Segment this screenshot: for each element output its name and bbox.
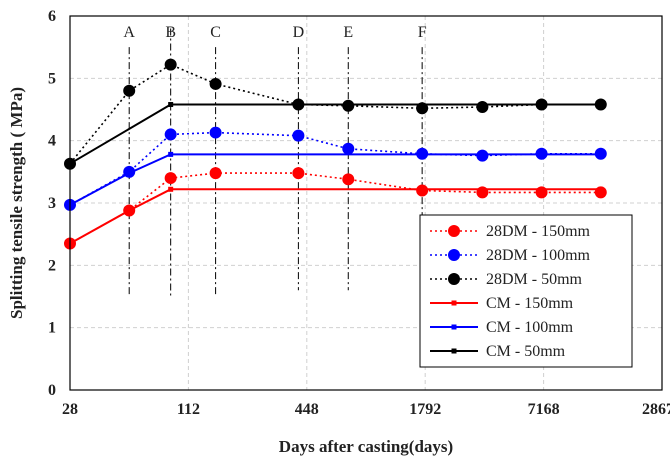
legend-marker (451, 300, 457, 306)
series (64, 167, 607, 250)
annotation-label: B (165, 24, 176, 41)
y-tick-label: 3 (48, 195, 56, 212)
legend-marker (448, 273, 460, 285)
data-point (168, 186, 174, 192)
data-point (209, 167, 222, 180)
series (64, 58, 607, 170)
y-tick-label: 4 (48, 133, 56, 150)
legend-label: CM - 100mm (486, 319, 574, 336)
x-tick-label: 28672 (642, 401, 670, 418)
x-axis-label: Days after casting(days) (279, 437, 453, 456)
plot-area-frame (69, 15, 663, 391)
data-point (416, 184, 429, 197)
data-point (292, 98, 305, 111)
annotation-label: C (210, 24, 221, 41)
x-tick-label: 112 (177, 401, 200, 418)
data-point (164, 172, 177, 185)
data-point (535, 98, 548, 111)
data-point (123, 204, 136, 217)
data-point (342, 142, 355, 155)
x-tick-label: 448 (295, 401, 319, 418)
data-point (535, 186, 548, 199)
data-point (164, 128, 177, 141)
legend-label: 28DM - 50mm (486, 271, 583, 288)
data-point (476, 149, 489, 162)
data-point (594, 186, 607, 199)
series (67, 102, 604, 167)
series-line (69, 188, 601, 245)
legend-label: 28DM - 100mm (486, 247, 591, 264)
data-point (168, 102, 174, 108)
data-point (123, 165, 136, 178)
data-point (416, 147, 429, 160)
data-point (168, 151, 174, 157)
series-line (69, 153, 601, 206)
annotation-label: E (343, 24, 353, 41)
annotation-label: A (123, 24, 135, 41)
legend-marker (451, 324, 457, 330)
data-point (123, 84, 136, 97)
series (64, 126, 607, 211)
legend-marker (451, 348, 457, 354)
legend-box (419, 214, 633, 368)
data-point (292, 167, 305, 180)
data-point (476, 186, 489, 199)
data-point (209, 77, 222, 90)
data-point (594, 98, 607, 111)
data-point (416, 102, 429, 115)
tick-labels: 0 1 2 3 4 5 6 28 112 448 1792 7168 28672 (48, 8, 670, 418)
y-tick-label: 6 (48, 8, 56, 25)
data-point (342, 99, 355, 112)
y-tick-label: 1 (48, 320, 56, 337)
data-point (209, 126, 222, 139)
annotation-label: D (293, 24, 305, 41)
series-layer (64, 58, 607, 250)
series-line (69, 131, 601, 206)
data-point (292, 129, 305, 142)
legend: 28DM - 150mm 28DM - 100mm 28DM - 50mm CM - … (419, 214, 633, 368)
x-tick-label: 7168 (528, 401, 560, 418)
data-point (164, 58, 177, 71)
data-point (342, 173, 355, 186)
series-line (69, 63, 601, 165)
x-tick-label: 1792 (409, 401, 441, 418)
y-axis-label: Splitting tensile strength ( MPa) (7, 87, 26, 319)
data-point (594, 147, 607, 160)
y-tick-label: 0 (48, 382, 56, 399)
legend-label: 28DM - 150mm (486, 223, 591, 240)
data-point (476, 101, 489, 114)
legend-marker (448, 225, 460, 237)
series (67, 151, 604, 208)
legend-marker (448, 249, 460, 261)
legend-label: CM - 150mm (486, 295, 574, 312)
data-point (535, 147, 548, 160)
annotation-label: F (418, 24, 427, 41)
x-tick-label: 28 (62, 401, 78, 418)
y-tick-label: 5 (48, 70, 56, 87)
legend-label: CM - 50mm (486, 343, 566, 360)
y-tick-label: 2 (48, 257, 56, 274)
